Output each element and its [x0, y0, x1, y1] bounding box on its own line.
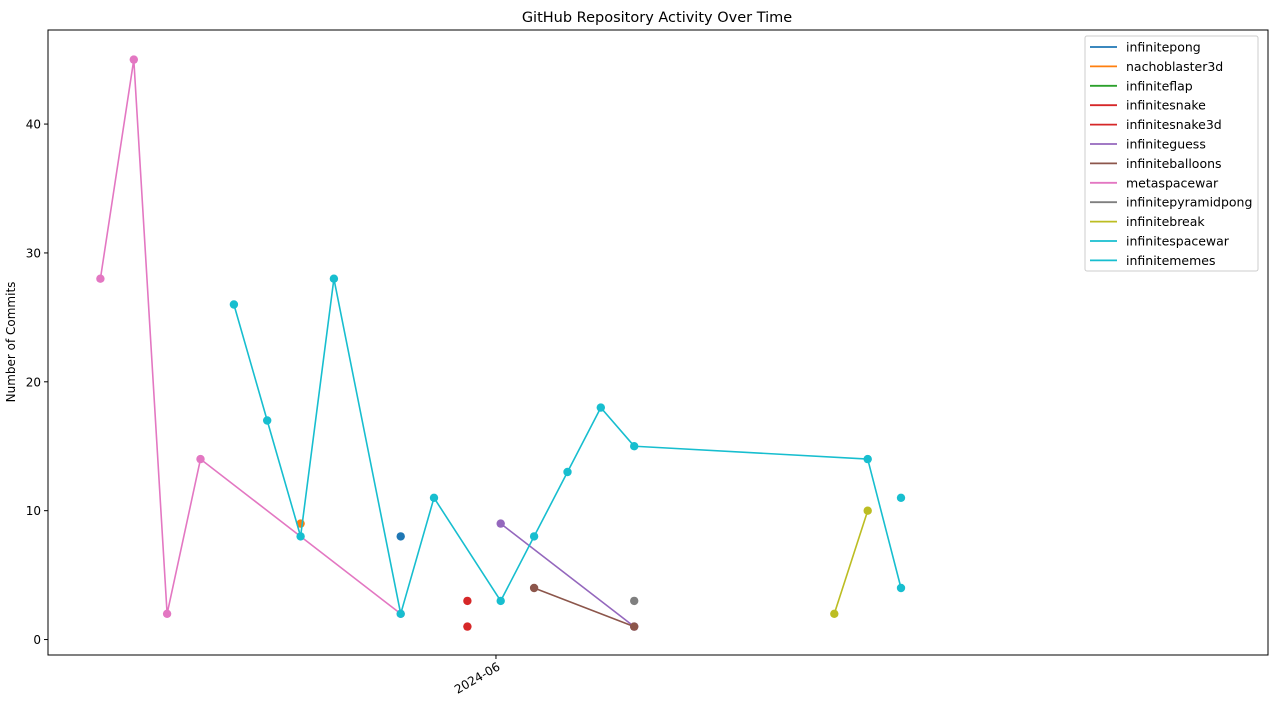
legend-item-infinitepyramidpong: infinitepyramidpong — [1090, 195, 1252, 210]
y-tick-label: 20 — [26, 375, 41, 389]
legend-label: infinitespacewar — [1126, 234, 1230, 249]
series-infinitememes — [229, 274, 906, 618]
data-point — [429, 493, 439, 502]
legend-label: nachoblaster3d — [1126, 59, 1223, 74]
series-layer — [96, 55, 906, 631]
data-point — [229, 300, 239, 309]
data-point — [496, 596, 505, 606]
data-point — [329, 274, 339, 283]
data-point — [896, 493, 906, 502]
legend-item-infinitespacewar: infinitespacewar — [1090, 234, 1230, 249]
legend: infinitepong nachoblaster3d infiniteflap in… — [1084, 35, 1259, 272]
legend-item-infinitepong: infinitepong — [1090, 40, 1201, 55]
legend-label: infiniteguess — [1126, 137, 1206, 152]
legend-item-infiniteguess: infiniteguess — [1090, 137, 1206, 152]
legend-label: infinitesnake — [1126, 98, 1206, 113]
data-point — [463, 622, 472, 631]
data-point — [830, 609, 839, 618]
series-infinitepong — [396, 532, 405, 541]
series-infinitebreak — [830, 506, 872, 618]
series-metaspacewar — [96, 55, 405, 618]
data-point — [296, 532, 305, 541]
data-point — [630, 596, 639, 606]
legend-item-infiniteflap: infiniteflap — [1090, 78, 1193, 93]
series-infiniteballoons — [529, 583, 639, 631]
series-infinitepyramidpong — [630, 596, 639, 606]
legend-item-infinitememes: infinitememes — [1090, 253, 1216, 268]
series-line — [533, 587, 635, 628]
y-tick-label: 30 — [26, 246, 41, 260]
data-point — [863, 506, 872, 515]
legend-label: infinitesnake3d — [1126, 117, 1222, 132]
data-point — [529, 532, 539, 541]
data-point — [196, 454, 205, 464]
legend-label: infinitepong — [1126, 40, 1201, 55]
data-point — [396, 609, 405, 618]
y-axis: 0 10 20 30 40 — [26, 118, 48, 647]
data-point — [463, 596, 472, 606]
data-point — [396, 532, 405, 541]
legend-item-infinitesnake3d: infinitesnake3d — [1090, 117, 1222, 132]
y-tick-label: 40 — [26, 118, 41, 132]
legend-item-metaspacewar: metaspacewar — [1090, 175, 1219, 190]
data-point — [496, 519, 505, 528]
data-point — [263, 416, 272, 425]
legend-box — [1084, 35, 1259, 272]
legend-item-nachoblaster3d: nachoblaster3d — [1090, 59, 1223, 74]
legend-label: metaspacewar — [1126, 175, 1219, 190]
series-infinitesnake — [463, 596, 472, 606]
legend-item-infinitebreak: infinitebreak — [1090, 214, 1205, 229]
data-point — [563, 467, 572, 477]
legend-item-infinitesnake: infinitesnake — [1090, 98, 1206, 113]
series-infinitesnake3d — [463, 622, 472, 631]
y-tick-label: 10 — [26, 504, 41, 518]
y-tick-label: 0 — [33, 633, 41, 647]
series-line — [833, 510, 869, 615]
data-point — [863, 454, 872, 464]
legend-item-infiniteballoons: infiniteballoons — [1090, 156, 1222, 171]
series-infinitespacewar — [896, 493, 906, 502]
legend-label: infiniteflap — [1126, 78, 1193, 93]
legend-label: infinitememes — [1126, 253, 1216, 268]
data-point — [896, 583, 906, 593]
plot-frame — [47, 29, 1269, 656]
series-line — [500, 522, 635, 628]
chart-title: GitHub Repository Activity Over Time — [522, 10, 792, 26]
legend-label: infiniteballoons — [1126, 156, 1222, 171]
data-point — [529, 583, 539, 593]
data-point — [630, 442, 639, 451]
data-point — [129, 55, 138, 64]
y-axis-label: Number of Commits — [4, 282, 18, 403]
legend-label: infinitepyramidpong — [1126, 195, 1252, 210]
legend-label: infinitebreak — [1126, 214, 1205, 229]
data-point — [96, 274, 105, 283]
data-point — [162, 609, 172, 618]
data-point — [630, 622, 639, 631]
data-point — [596, 403, 605, 412]
